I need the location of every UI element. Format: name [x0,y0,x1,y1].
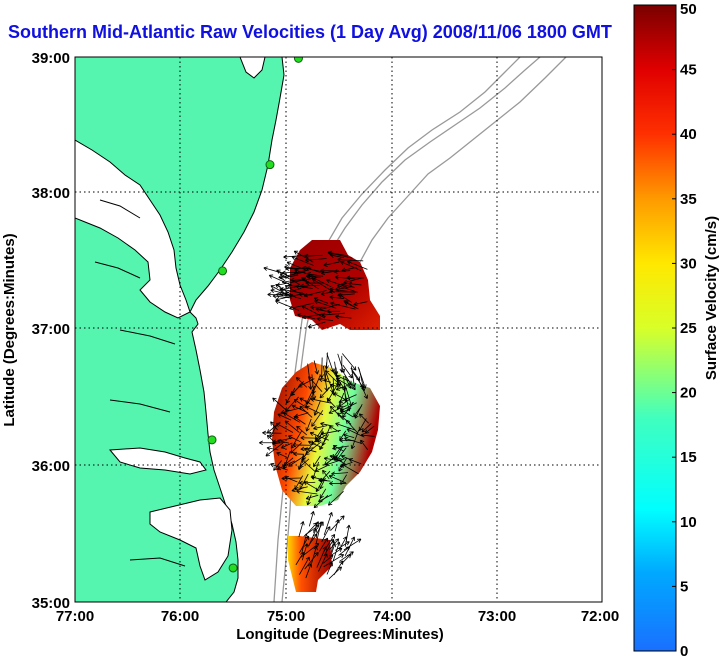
colorbar-tick-label: 30 [680,255,697,272]
colorbar: 0 5 10 15 20 25 30 35 40 45 50 Surface Velocity (c… [633,1,720,659]
river [94,199,186,567]
x-tick-label: 72:00 [581,608,619,625]
velocity-vectors [259,250,375,580]
colorbar-tick-label: 25 [680,320,697,337]
map-title: Southern Mid-Atlantic Raw Velocities (1 … [8,22,612,42]
colorbar-tick-label: 5 [680,578,688,595]
y-axis-label: Latitude (Degrees:Minutes) [1,233,18,426]
y-tick-label: 37:00 [32,321,70,338]
colorbar-tick-label: 10 [680,514,697,531]
x-tick-label: 77:00 [56,608,94,625]
radar-station-marker[interactable] [218,266,228,276]
colorbar-label: Surface Velocity (cm/s) [703,216,720,380]
x-tick-label: 75:00 [267,608,305,625]
radar-station-marker[interactable] [207,435,217,445]
x-axis-label: Longitude (Degrees:Minutes) [236,626,444,643]
velocity-field-south [288,536,332,592]
depth-contour [349,57,567,286]
radar-station-marker[interactable] [228,563,238,573]
y-tick-label: 36:00 [32,458,70,475]
y-tick-label: 35:00 [32,595,70,612]
colorbar-tick-label: 15 [680,449,697,466]
y-tick-label: 39:00 [32,50,70,67]
colorbar-tick-label: 50 [680,1,697,18]
grid [75,57,602,602]
x-tick-label: 76:00 [161,608,199,625]
albemarle-sound [108,447,207,475]
chesapeake-bay [75,139,191,319]
colorbar-tick-label: 35 [680,191,697,208]
x-tick-label: 74:00 [373,608,411,625]
colorbar-gradient [633,4,677,652]
pamlico-sound [149,497,233,581]
delaware-bay [239,57,266,79]
radar-station-marker[interactable] [265,160,275,170]
x-tick-label: 73:00 [478,608,516,625]
x-axis: 77:00 76:00 75:00 74:00 73:00 72:00 Long… [56,608,619,643]
colorbar-tick-label: 40 [680,126,697,143]
colorbar-tick-label: 0 [680,643,688,659]
y-axis: 39:00 38:00 37:00 36:00 35:00 Latitude (… [1,50,70,612]
y-tick-label: 38:00 [32,185,70,202]
velocity-field-central [272,362,380,506]
colorbar-tick-label: 45 [680,62,697,79]
colorbar-tick-label: 20 [680,385,697,402]
radar-station-marker[interactable] [293,54,303,63]
